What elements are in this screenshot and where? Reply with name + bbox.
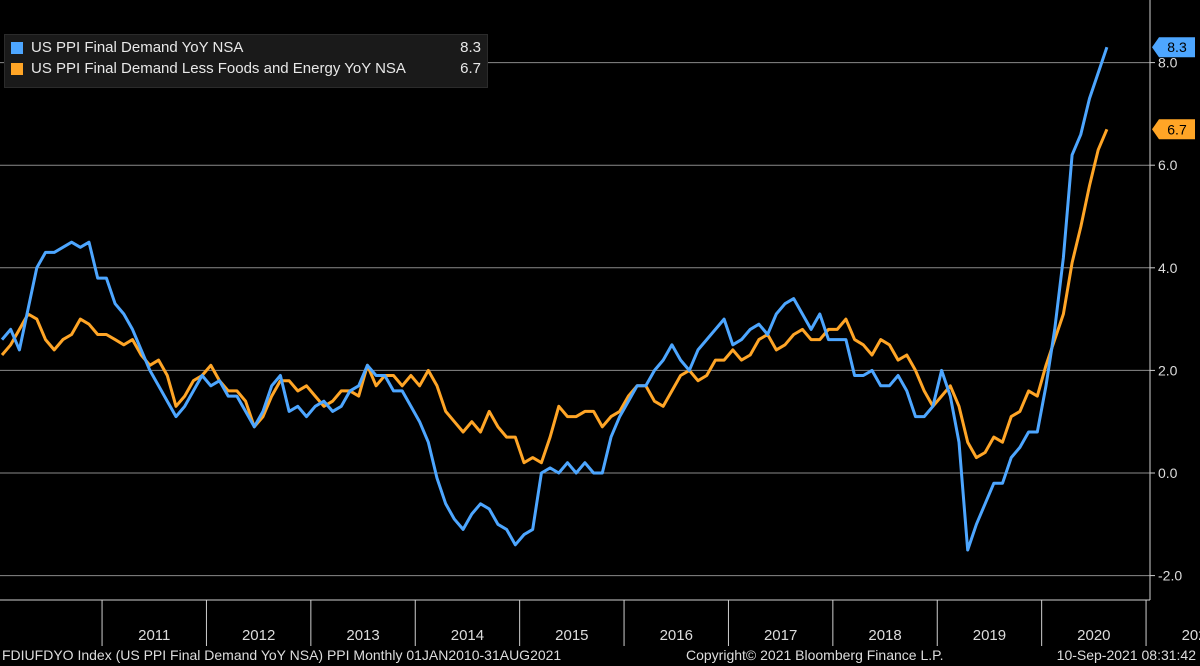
y-tick-label: 2.0 bbox=[1158, 362, 1178, 378]
year-label: 2014 bbox=[451, 627, 484, 644]
legend-value-core-ppi: 6.7 bbox=[460, 60, 481, 77]
legend-item-ppi: US PPI Final Demand YoY NSA 8.3 bbox=[11, 38, 481, 60]
year-label: 2021 bbox=[1182, 627, 1200, 644]
footer: FDIUFDYO Index (US PPI Final Demand YoY … bbox=[0, 646, 1200, 666]
series-lines bbox=[0, 46, 1109, 552]
y-tick-label: 8.0 bbox=[1158, 55, 1178, 71]
footer-copyright: Copyright© 2021 Bloomberg Finance L.P. bbox=[686, 647, 944, 663]
year-label: 2011 bbox=[138, 627, 170, 644]
y-tick-label: -2.0 bbox=[1158, 568, 1182, 584]
legend-swatch-ppi bbox=[11, 42, 23, 54]
last-value-flag: 8.3 bbox=[1152, 37, 1195, 58]
series-line bbox=[0, 128, 1109, 465]
last-value-label: 8.3 bbox=[1167, 39, 1187, 55]
legend-label-core-ppi: US PPI Final Demand Less Foods and Energ… bbox=[31, 60, 406, 77]
y-tick-label: 4.0 bbox=[1158, 260, 1178, 276]
year-label: 2019 bbox=[973, 627, 1006, 644]
legend-item-core-ppi: US PPI Final Demand Less Foods and Energ… bbox=[11, 59, 481, 81]
legend-swatch-core-ppi bbox=[11, 63, 23, 75]
legend-label-ppi: US PPI Final Demand YoY NSA bbox=[31, 39, 244, 56]
series-line bbox=[0, 46, 1109, 552]
y-tick-label: 0.0 bbox=[1158, 465, 1178, 481]
year-label: 2017 bbox=[764, 627, 797, 644]
last-value-labels: 6.7 8.3 bbox=[1152, 37, 1195, 140]
year-label: 2012 bbox=[242, 627, 275, 644]
last-value-flag: 6.7 bbox=[1152, 119, 1195, 140]
year-label: 2015 bbox=[555, 627, 588, 644]
legend-value-ppi: 8.3 bbox=[460, 39, 481, 56]
year-label: 2020 bbox=[1077, 627, 1110, 644]
legend: US PPI Final Demand YoY NSA 8.3 US PPI F… bbox=[4, 34, 488, 88]
y-axis: -2.0 0.0 2.0 4.0 6.0 8.0 bbox=[1149, 0, 1182, 600]
year-label: 2016 bbox=[660, 627, 693, 644]
y-tick-label: 6.0 bbox=[1158, 157, 1178, 173]
year-label: 2018 bbox=[868, 627, 901, 644]
year-label: 2013 bbox=[346, 627, 379, 644]
footer-timestamp: 10-Sep-2021 08:31:42 bbox=[1056, 647, 1196, 663]
footer-ticker: FDIUFDYO Index (US PPI Final Demand YoY … bbox=[2, 647, 562, 663]
x-axis: 2011 2012 2013 2014 2015 2016 2017 2018 2019 2020… bbox=[0, 599, 1200, 646]
last-value-label: 6.7 bbox=[1167, 121, 1187, 137]
